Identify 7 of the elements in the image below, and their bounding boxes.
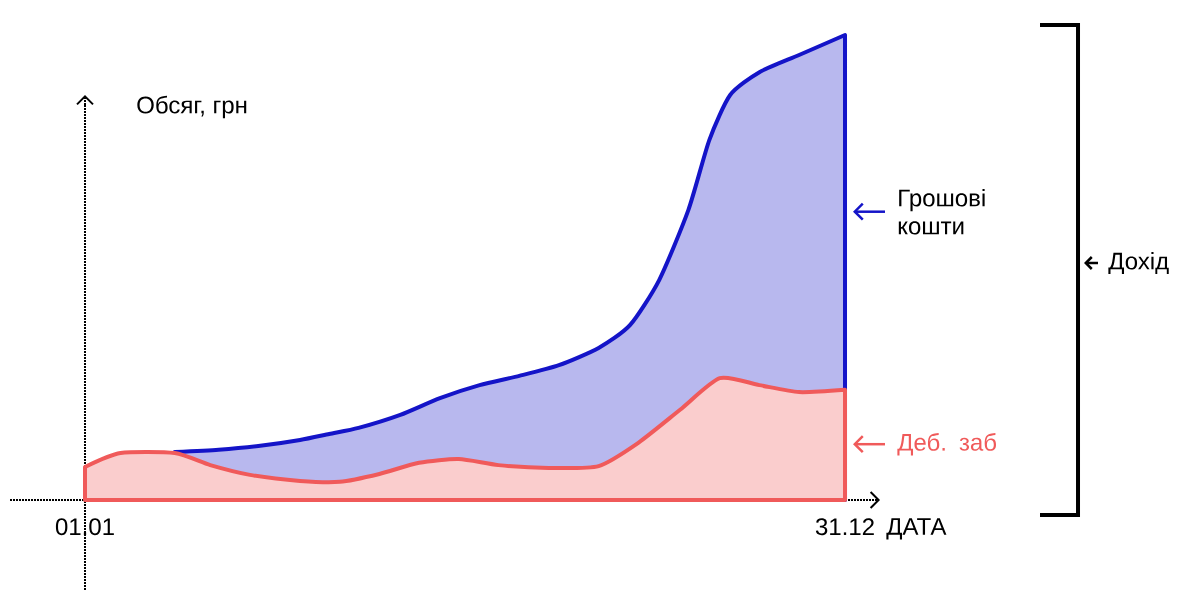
annotation: Грошові кошти (898, 188, 985, 235)
x-axis-title: ДАТА (886, 518, 947, 540)
y-axis-title: Обсяг, грн (137, 95, 247, 119)
text: Дохід (1108, 251, 1169, 275)
x-tick-label: 01.01 (55, 518, 114, 536)
annotation: Деб. заб (897, 433, 997, 456)
x-tick-label: 31.12 (815, 518, 874, 536)
